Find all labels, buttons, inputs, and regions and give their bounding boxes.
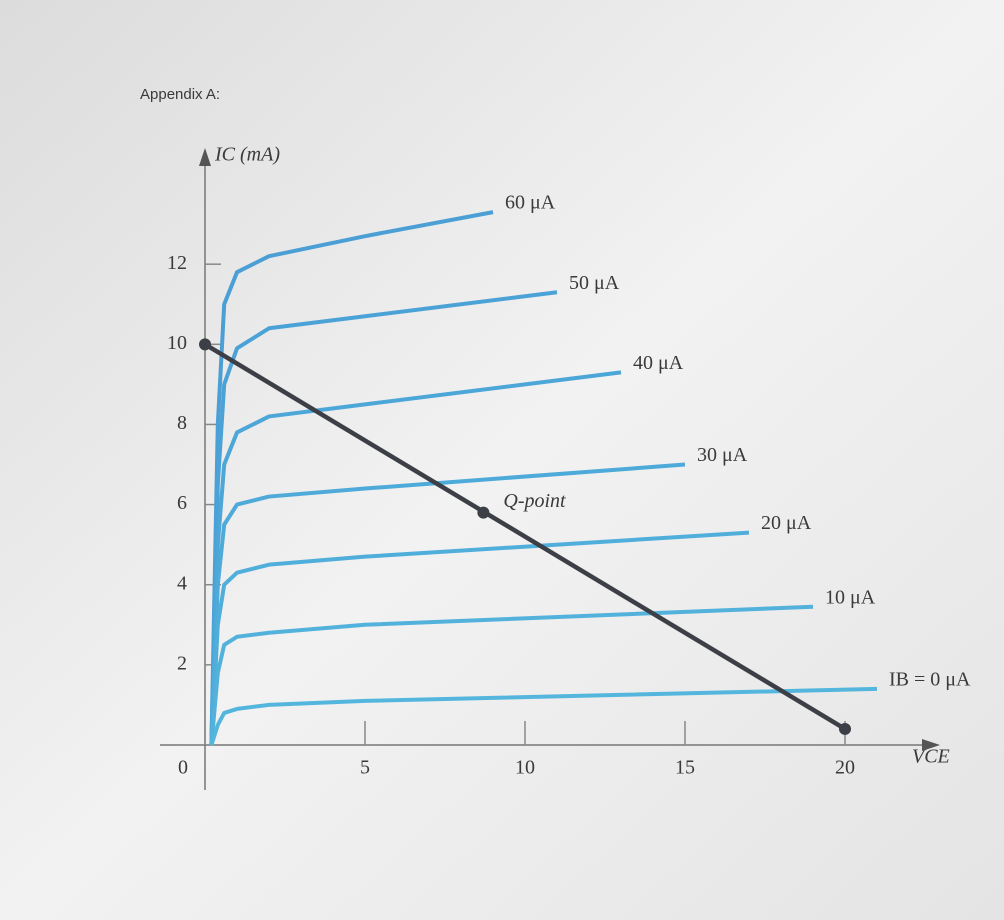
curve: [209, 462, 686, 746]
load-line-end: [199, 338, 211, 351]
x-tick-label: 5: [360, 757, 370, 779]
curve-label: 10 μA: [825, 586, 876, 608]
load-line: [203, 342, 847, 731]
curve-label: 20 μA: [761, 512, 812, 534]
curve: [209, 686, 878, 746]
y-tick-label: 8: [177, 412, 187, 434]
x-axis-label: VCE: [912, 746, 950, 768]
x-axis-arrow: [922, 739, 940, 751]
q-point-label: Q-point: [503, 490, 566, 512]
y-tick-label: 10: [167, 332, 187, 354]
curve: [209, 290, 558, 746]
x-tick-label: 15: [675, 757, 695, 779]
curve-label: 30 μA: [697, 444, 748, 466]
curve-label: IB = 0 μA: [889, 668, 971, 690]
curve: [209, 210, 494, 746]
curve: [209, 604, 814, 746]
y-tick-label: 4: [177, 572, 187, 594]
y-axis-arrow: [199, 148, 211, 166]
curve-label: 60 μA: [505, 192, 556, 214]
x-tick-label: 10: [515, 757, 535, 779]
y-tick-label: 12: [167, 252, 187, 274]
x-tick-label: 20: [835, 757, 855, 779]
x-tick-label: 0: [178, 757, 188, 779]
y-tick-label: 6: [177, 492, 187, 514]
curve: [209, 370, 622, 746]
curve-label: 40 μA: [633, 352, 684, 374]
q-point: [477, 506, 490, 519]
curve-label: 50 μA: [569, 272, 620, 294]
chart-title: Appendix A:: [140, 86, 220, 103]
curve: [209, 530, 750, 746]
y-axis-label: IC (mA): [214, 144, 280, 166]
load-line-end: [839, 722, 851, 735]
y-tick-label: 2: [177, 652, 187, 674]
